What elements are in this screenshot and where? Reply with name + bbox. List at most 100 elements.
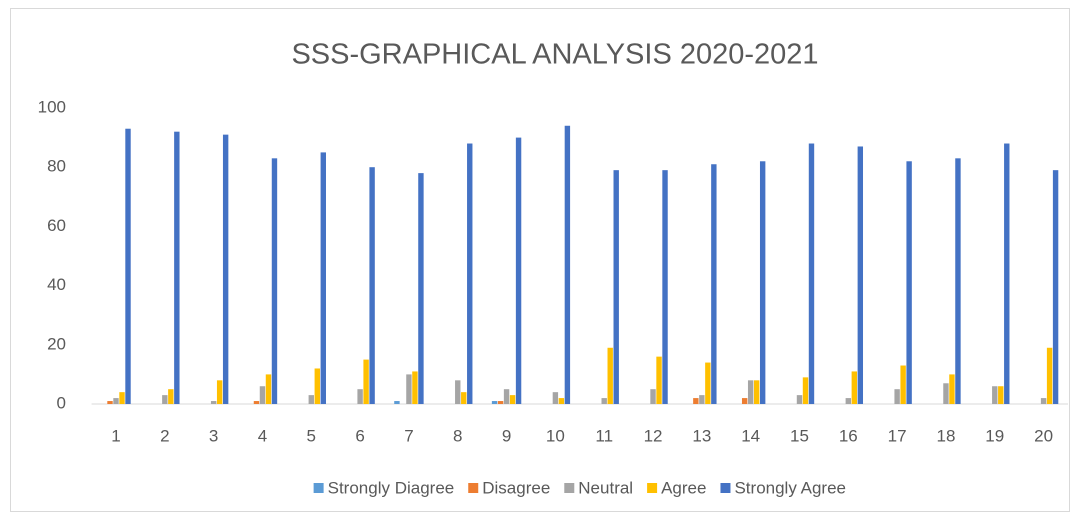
- x-tick-label: 6: [355, 426, 364, 445]
- x-tick-label: 14: [741, 426, 760, 445]
- bar: [808, 143, 815, 404]
- y-tick-label: 40: [47, 275, 66, 294]
- x-tick-label: 17: [888, 426, 907, 445]
- x-tick-label: 9: [502, 426, 511, 445]
- bar: [467, 143, 473, 404]
- bar: [222, 134, 229, 404]
- x-tick-label: 12: [644, 426, 663, 445]
- x-tick-label: 7: [404, 426, 413, 445]
- x-tick-label: 5: [307, 426, 316, 445]
- x-tick-label: 1: [111, 426, 120, 445]
- legend-swatch: [720, 483, 731, 493]
- bar: [308, 395, 314, 404]
- bar: [363, 359, 369, 404]
- x-tick-label: 20: [1034, 426, 1053, 445]
- bar: [558, 398, 565, 404]
- bar: [857, 146, 864, 405]
- bar: [802, 377, 809, 404]
- bar: [955, 158, 961, 404]
- x-tick-label: 3: [209, 426, 218, 445]
- bar: [418, 173, 424, 404]
- legend-swatch: [313, 483, 324, 493]
- bar: [943, 383, 949, 404]
- bar: [650, 389, 656, 404]
- bar: [949, 374, 955, 404]
- bar: [168, 389, 174, 404]
- bar: [741, 398, 748, 404]
- bar: [497, 401, 504, 404]
- bar: [113, 398, 119, 404]
- bar: [564, 125, 571, 404]
- legend-swatch: [647, 483, 658, 493]
- x-tick-label: 16: [839, 426, 858, 445]
- bar: [711, 164, 717, 404]
- bar: [699, 395, 705, 404]
- y-tick-label: 60: [47, 216, 66, 235]
- bar: [656, 356, 662, 404]
- bar: [174, 131, 180, 404]
- x-tick-label: 11: [595, 426, 613, 445]
- bar: [759, 161, 766, 404]
- bar: [394, 401, 400, 404]
- legend-label: Disagree: [482, 478, 550, 497]
- bar: [705, 362, 711, 404]
- bar: [503, 389, 510, 404]
- bar: [515, 137, 522, 404]
- bar: [796, 395, 803, 404]
- bar: [1052, 170, 1059, 404]
- bar: [552, 392, 559, 404]
- x-tick-label: 10: [546, 426, 565, 445]
- bar: [607, 347, 613, 404]
- y-tick-label: 0: [57, 393, 66, 412]
- x-tick-label: 19: [985, 426, 1004, 445]
- y-tick-label: 80: [47, 157, 66, 176]
- chart-border: [10, 8, 1070, 512]
- bar: [509, 395, 516, 404]
- legend-label: Strongly Diagree: [328, 478, 455, 497]
- bar: [747, 380, 754, 404]
- bar: [107, 401, 113, 404]
- bar: [412, 371, 418, 404]
- legend-swatch: [564, 483, 575, 493]
- legend-swatch: [468, 483, 479, 493]
- x-tick-label: 8: [453, 426, 462, 445]
- bar: [455, 380, 461, 404]
- bar: [259, 386, 266, 404]
- bar: [210, 401, 217, 404]
- bar: [265, 374, 272, 404]
- x-tick-label: 18: [936, 426, 955, 445]
- x-tick-label: 13: [692, 426, 711, 445]
- bar: [998, 386, 1004, 404]
- legend-label: Neutral: [578, 478, 633, 497]
- x-tick-label: 2: [160, 426, 169, 445]
- bar: [906, 161, 912, 404]
- bar: [216, 380, 223, 404]
- bar: [992, 386, 998, 404]
- bar: [271, 158, 278, 404]
- bar: [461, 392, 467, 404]
- bar: [406, 374, 412, 404]
- bar: [357, 389, 363, 404]
- bar: [491, 401, 498, 404]
- bar: [1004, 143, 1010, 404]
- bar: [601, 398, 607, 404]
- chart-title: SSS-GRAPHICAL ANALYSIS 2020-2021: [291, 39, 818, 71]
- bar: [253, 401, 260, 404]
- legend-label: Agree: [661, 478, 706, 497]
- bar: [1046, 347, 1053, 404]
- bar: [693, 398, 699, 404]
- x-tick-label: 15: [790, 426, 809, 445]
- y-tick-label: 100: [38, 97, 66, 116]
- legend-label: Strongly Agree: [734, 478, 846, 497]
- bar: [119, 392, 125, 404]
- bar: [662, 170, 668, 404]
- bar: [613, 170, 619, 404]
- y-tick-label: 20: [47, 334, 66, 353]
- bar: [851, 371, 858, 404]
- bar: [753, 380, 760, 404]
- bar: [900, 365, 906, 404]
- bar: [894, 389, 900, 404]
- bar: [314, 368, 320, 404]
- bar: [845, 398, 852, 404]
